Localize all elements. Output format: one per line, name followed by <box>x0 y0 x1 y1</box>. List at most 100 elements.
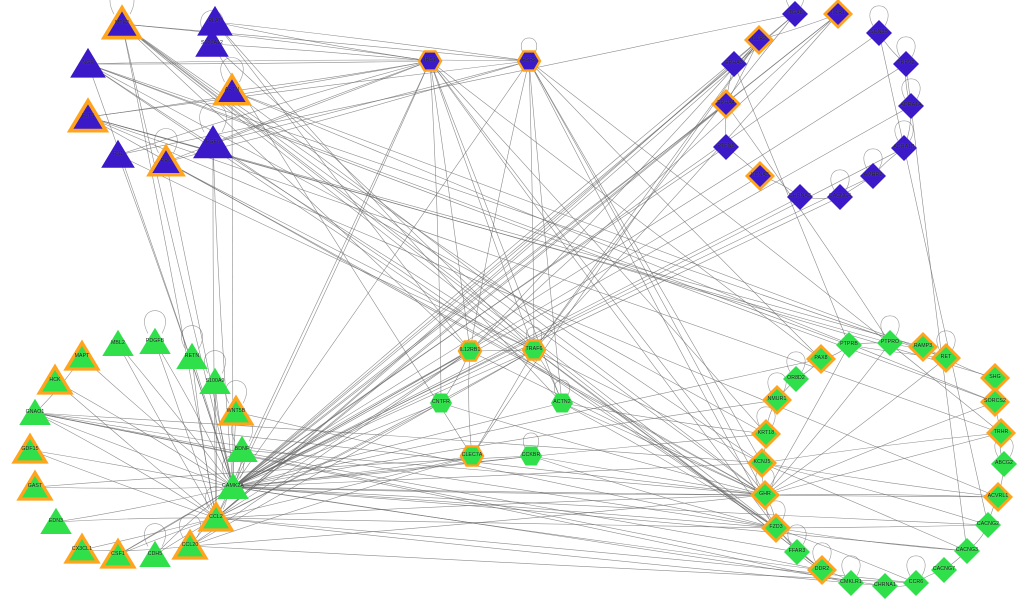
diamond-node-shape <box>891 135 917 161</box>
graph-node-ccr6[interactable]: CCR6 <box>899 566 933 600</box>
graph-node-prl[interactable]: PRL <box>146 142 186 182</box>
graph-edge <box>775 524 989 529</box>
graph-node-cmklr1[interactable]: CMKLR1 <box>834 566 868 600</box>
graph-node-cntfr[interactable]: CNTFR <box>426 388 456 418</box>
graph-node-fn1[interactable]: FN1 <box>98 135 138 175</box>
triangle-node-shape <box>139 540 171 567</box>
graph-edge <box>87 63 947 359</box>
graph-edge <box>764 401 996 496</box>
graph-node-ptpro[interactable]: PTPRO <box>873 326 907 360</box>
graph-node-actn2[interactable]: ACTN2 <box>547 388 577 418</box>
graph-node-ccl20[interactable]: CCL20 <box>171 527 209 565</box>
graph-edge <box>189 494 766 547</box>
graph-node-cdh5[interactable]: CDH5 <box>136 536 174 574</box>
diamond-node-shape <box>743 24 775 56</box>
graph-node-chrna3[interactable]: CHRNA3 <box>783 180 817 214</box>
graph-node-ngf[interactable]: NGF <box>67 43 109 85</box>
graph-node-sorcs2[interactable]: SORCS2 <box>978 385 1012 419</box>
graph-edge <box>34 412 798 553</box>
graph-node-il12rb1[interactable]: IL12RB1 <box>455 336 485 366</box>
graph-node-s100a12[interactable]: S100A12 <box>192 24 232 64</box>
graph-node-adra1a[interactable]: ADRA1A <box>894 89 928 123</box>
graph-node-traf6[interactable]: TRAF6 <box>519 335 549 365</box>
graph-node-il1r1[interactable]: IL1R1 <box>821 0 855 31</box>
graph-node-irs1[interactable]: IRS1 <box>415 46 445 76</box>
graph-node-trhr[interactable]: TRHR <box>984 416 1018 450</box>
diamond-node-shape <box>866 20 892 46</box>
graph-node-nmur1[interactable]: NMUR1 <box>760 383 794 417</box>
graph-edge <box>34 412 766 496</box>
graph-node-itga8[interactable]: ITGA8 <box>778 0 812 31</box>
self-loop-edge <box>554 379 570 397</box>
triangle-node-shape <box>101 139 135 168</box>
graph-edge <box>29 449 234 488</box>
graph-node-kcna3[interactable]: KCNA3 <box>743 159 777 193</box>
graph-node-wnt5b[interactable]: WNT5B <box>217 393 255 431</box>
graph-edge <box>232 402 442 488</box>
diamond-node-shape <box>760 512 792 544</box>
diamond-node-shape <box>783 366 809 392</box>
graph-node-pdgfb[interactable]: PDGFB <box>136 323 174 361</box>
graph-edge <box>214 21 563 404</box>
graph-node-gdf15[interactable]: GDF15 <box>11 431 49 469</box>
graph-node-artn[interactable]: ARTN <box>212 71 252 111</box>
diamond-node-shape <box>822 0 854 30</box>
graph-edge <box>215 350 471 519</box>
diamond-node-shape <box>979 386 1011 418</box>
graph-node-mtf2[interactable]: MTF2 <box>101 3 143 45</box>
graph-node-epha3[interactable]: EPHA3 <box>717 47 751 81</box>
graph-node-gnao1[interactable]: GNAO1 <box>16 394 54 432</box>
graph-node-abcg2[interactable]: ABCG2 <box>987 447 1021 481</box>
graph-node-cx3cl1[interactable]: CX3CL1 <box>63 531 101 569</box>
graph-edge <box>232 13 796 488</box>
graph-node-trpv2[interactable]: TRPV2 <box>889 47 923 81</box>
graph-node-mbl2[interactable]: MBL2 <box>99 325 137 363</box>
graph-edge <box>212 142 217 519</box>
graph-edge <box>232 146 727 488</box>
graph-edge <box>761 462 968 552</box>
graph-node-ghr[interactable]: GHR <box>748 478 782 512</box>
hexagon-node-shape <box>459 445 485 467</box>
graph-node-fgf6[interactable]: FGF6 <box>190 120 236 166</box>
triangle-node-shape <box>139 327 171 354</box>
graph-node-epha4[interactable]: EPHA4 <box>709 87 743 121</box>
triangle-node-shape <box>195 28 229 57</box>
graph-edge <box>34 412 234 488</box>
graph-node-bdnf[interactable]: BDNF <box>223 431 261 469</box>
graph-node-clec7a[interactable]: CLEC7A <box>457 441 487 471</box>
graph-edge <box>87 116 999 498</box>
graph-node-csf1[interactable]: CSF1 <box>99 536 137 574</box>
graph-node-chrna1[interactable]: CHRNA1 <box>868 569 902 600</box>
diamond-node-shape <box>991 451 1017 477</box>
graph-edge <box>121 23 763 464</box>
graph-edge <box>232 63 735 488</box>
graph-edge <box>232 105 912 488</box>
triangle-node-shape <box>99 537 137 569</box>
graph-node-cckbr[interactable]: CCKBR <box>516 441 546 471</box>
graph-edge <box>761 462 999 498</box>
graph-edge <box>561 402 766 496</box>
graph-node-scn3b[interactable]: SCN3B <box>862 16 896 50</box>
graph-edge <box>215 455 473 519</box>
self-loop-edge <box>869 5 889 26</box>
diamond-node-shape <box>931 557 957 583</box>
graph-edge <box>733 63 850 346</box>
graph-node-gast[interactable]: GAST <box>16 468 54 506</box>
self-loop-edge <box>766 500 786 521</box>
graph-node-flt3lg[interactable]: FLT3 <box>67 96 109 138</box>
graph-edge <box>232 63 907 488</box>
diamond-node-shape <box>787 184 813 210</box>
graph-node-ret[interactable]: RET <box>929 341 963 375</box>
graph-node-esr2[interactable]: ESR2 <box>514 46 544 76</box>
self-loop-edge <box>154 128 178 153</box>
graph-node-kcnj5[interactable]: KCNJ5 <box>745 446 779 480</box>
self-loop-edge <box>144 310 166 334</box>
graph-node-amhr2[interactable]: AMHR2 <box>856 159 890 193</box>
graph-edge <box>528 60 563 404</box>
graph-edge <box>54 380 217 519</box>
graph-node-ptpn5[interactable]: PTPN5 <box>709 130 743 164</box>
self-loop-edge <box>756 406 776 427</box>
graph-node-adra1b[interactable]: ADRA1B <box>887 131 921 165</box>
graph-node-cacng4[interactable]: CACNG4 <box>823 180 857 214</box>
